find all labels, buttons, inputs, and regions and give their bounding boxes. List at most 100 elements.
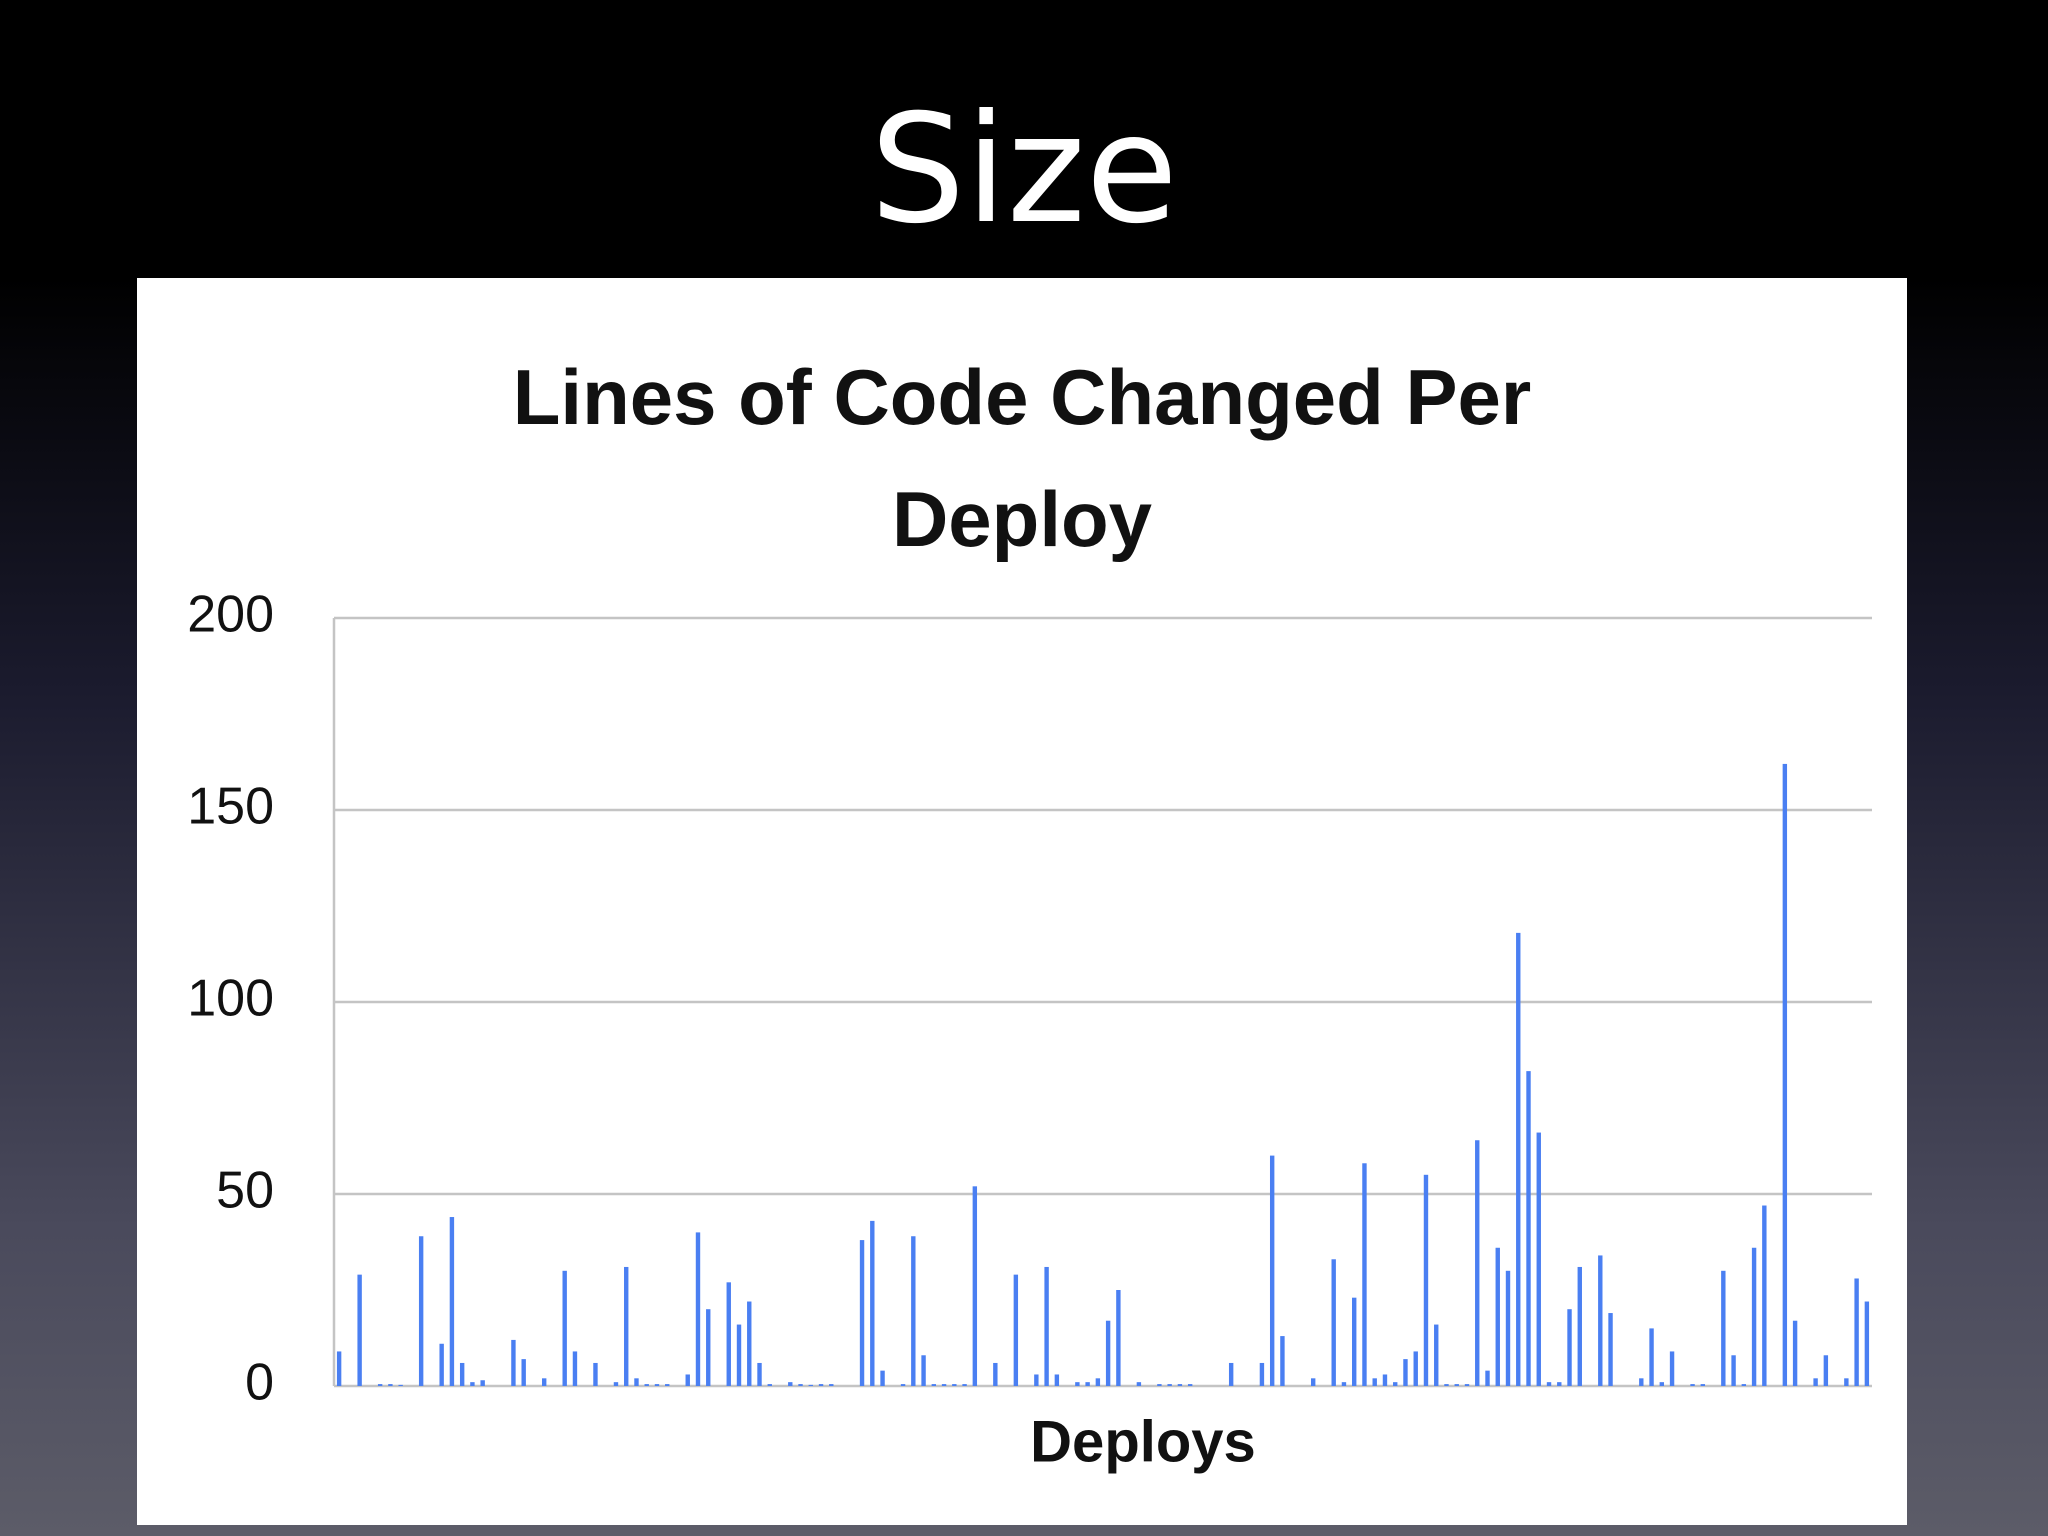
bar [1751,1247,1757,1386]
bar [459,1362,465,1386]
bar [818,1384,824,1386]
bar [1608,1313,1613,1386]
bar [870,1220,875,1386]
bar [1598,1255,1603,1386]
bar [1690,1384,1695,1386]
bar [1669,1351,1675,1386]
bar [1782,763,1788,1386]
bar [1403,1359,1408,1386]
y-tick-label: 50 [216,1162,274,1220]
bar [1546,1382,1552,1386]
bar [613,1382,619,1386]
bar [1187,1384,1193,1386]
bar [388,1384,393,1386]
chart-title-box: Lines of Code Changed Per Deploy [137,336,1907,580]
bar [1475,1140,1480,1386]
bar [1116,1290,1121,1386]
bar [593,1362,598,1386]
bar [726,1282,731,1386]
bar [798,1384,803,1386]
bar [1013,1274,1019,1386]
bar [1310,1378,1316,1386]
bar [788,1382,793,1386]
bar [644,1384,649,1386]
bar [1813,1378,1818,1386]
bar [511,1339,516,1386]
bar [685,1374,690,1386]
x-axis-label: Deploys [1030,1409,1256,1474]
bar [952,1384,957,1386]
bar [1085,1382,1090,1386]
bar [1434,1324,1439,1386]
bar [1352,1297,1357,1386]
bar [1382,1374,1388,1386]
bar [1075,1382,1080,1386]
bar [767,1384,772,1386]
bar [1362,1163,1367,1386]
bar [736,1324,742,1386]
bar [757,1362,762,1386]
bar [1516,932,1521,1386]
bar [1762,1205,1767,1386]
bar [1167,1384,1172,1386]
y-tick-label: 150 [187,778,274,836]
bar [480,1380,485,1386]
bar [1639,1378,1644,1386]
bar [1464,1384,1470,1386]
bar [1372,1378,1377,1386]
bar [900,1384,906,1386]
bar [449,1217,455,1386]
bar [962,1384,967,1386]
bar [880,1370,885,1386]
bar [1577,1266,1582,1386]
bar [1341,1382,1347,1386]
bar [624,1266,629,1386]
bar [357,1274,362,1386]
bar [1269,1155,1275,1386]
bar [1649,1328,1654,1386]
bar [1741,1384,1747,1386]
bar [634,1378,639,1386]
bar [911,1236,916,1386]
bar [1495,1247,1500,1386]
bar [747,1301,752,1386]
bar [1731,1355,1736,1386]
bar [1792,1320,1798,1386]
bar [439,1343,444,1386]
bar [1485,1370,1490,1386]
bar [808,1384,813,1386]
bar [1854,1278,1859,1386]
y-tick-label: 100 [187,970,274,1028]
bar [1864,1301,1870,1386]
bar [665,1384,670,1386]
bar [521,1359,526,1386]
bar [562,1270,567,1386]
bar [541,1378,547,1386]
bar [1567,1309,1572,1386]
bar [1505,1270,1511,1386]
bar [1280,1336,1285,1386]
bar [1259,1362,1265,1386]
bar [336,1351,342,1386]
bar [1536,1132,1541,1386]
bar [1095,1378,1101,1386]
bar [941,1384,947,1386]
bar [1177,1384,1183,1386]
bar [1721,1270,1726,1386]
chart-title: Lines of Code Changed Per Deploy [512,353,1532,563]
bar [654,1384,660,1386]
bar [931,1384,937,1386]
bar [470,1382,475,1386]
bar [1526,1071,1531,1386]
bar [972,1186,978,1386]
bar [1423,1174,1429,1386]
bar [1228,1362,1234,1386]
bar [1659,1382,1665,1386]
bar [859,1240,865,1386]
bar [1700,1384,1706,1386]
bar [993,1362,998,1386]
bar [1034,1374,1039,1386]
bar [695,1232,701,1386]
